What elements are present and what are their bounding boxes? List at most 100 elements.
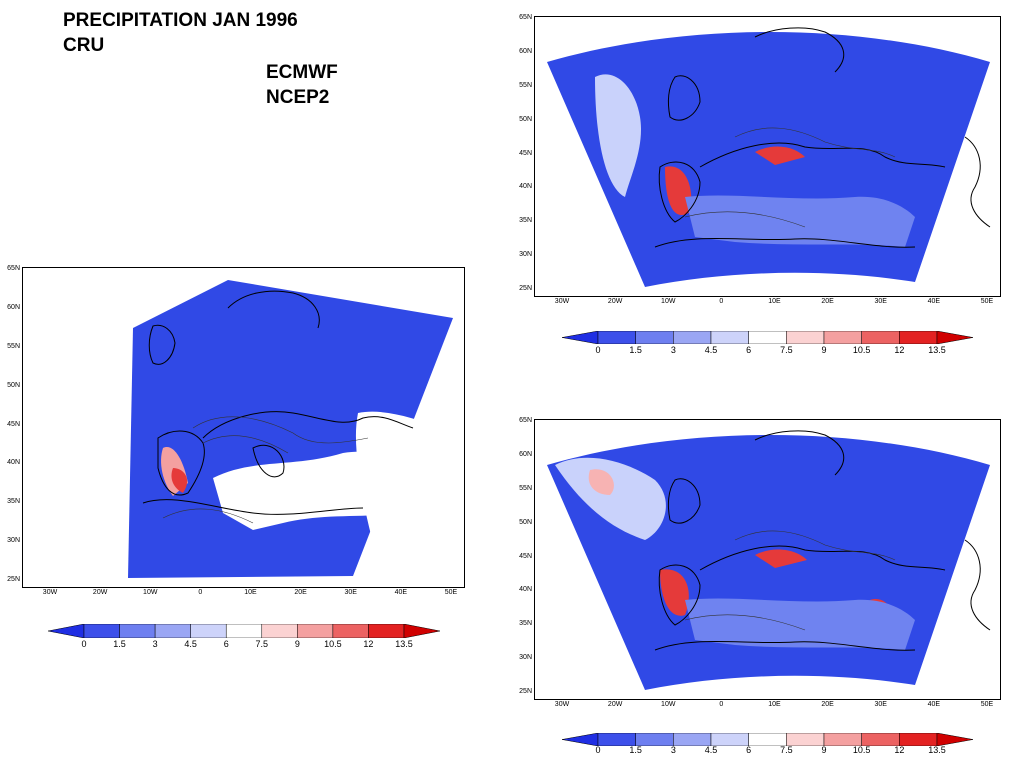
- coast-italy: [252, 445, 285, 478]
- map-cru: [128, 280, 464, 587]
- coast-europe: [202, 411, 414, 439]
- lon-tick-label: 30E: [874, 298, 887, 305]
- model-labels: ECMWF NCEP2: [266, 60, 338, 110]
- lon-tick-label: 40E: [927, 701, 941, 708]
- colorbar-label: 7.5: [780, 745, 793, 755]
- coast-iberia: [157, 430, 205, 496]
- colorbar-segment: [297, 623, 334, 639]
- coast-north-africa: [142, 499, 364, 515]
- lat-tick-label: 55N: [519, 484, 532, 492]
- lat-tick-label: 55N: [7, 342, 20, 350]
- colorbar-label: 9: [821, 345, 827, 355]
- lat-tick-label: 45N: [519, 552, 532, 560]
- colorbar-label: 1.5: [113, 639, 126, 649]
- colorbar-label: 3: [152, 639, 158, 649]
- map-frame-ncep2: [534, 419, 1001, 700]
- precip-peak-iberia: [171, 468, 188, 493]
- colorbar-label: 0: [595, 745, 601, 755]
- coast-europe: [699, 545, 946, 571]
- colorbar-segment: [83, 623, 120, 639]
- colorbar-label: 9: [821, 745, 827, 755]
- lon-tick-label: 10E: [244, 589, 257, 596]
- colorbar-label: 10.5: [852, 745, 871, 755]
- colorbar-svg: [561, 330, 974, 345]
- lat-tick-label: 50N: [7, 381, 20, 389]
- coast-iberia: [658, 161, 701, 223]
- colorbar-label: 1.5: [629, 745, 642, 755]
- coast-north-africa: [654, 238, 916, 248]
- east-land: [355, 411, 464, 587]
- lon-tick-label: 50E: [444, 589, 458, 596]
- colorbar-ncep2: [561, 732, 974, 747]
- coast-britain: [667, 75, 701, 121]
- ncep2-label: NCEP2: [266, 87, 330, 108]
- coast-east: [964, 539, 991, 631]
- colorbar-label: 0: [81, 639, 87, 649]
- lon-tick-label: 20W: [92, 589, 108, 596]
- lon-tick-label: 10W: [143, 589, 158, 596]
- contour-1: [192, 416, 369, 444]
- lon-tick-label: 50E: [980, 701, 994, 708]
- precip-mid-mediterranean: [685, 598, 915, 650]
- coast-north-africa: [654, 641, 916, 651]
- colorbar-label: 10.5: [324, 639, 342, 649]
- lat-tick-label: 40N: [519, 183, 532, 191]
- lon-tick-label: 10W: [661, 701, 676, 708]
- lat-tick-label: 35N: [7, 498, 20, 506]
- lat-tick-label: 30N: [519, 654, 532, 662]
- coast-scandinavia: [754, 27, 845, 73]
- lon-tick-label: 10W: [661, 298, 676, 305]
- colorbar-segment: [823, 330, 862, 345]
- map-ncep2: [547, 430, 991, 690]
- colorbar-label: 12: [894, 345, 905, 355]
- coast-scandinavia: [227, 290, 320, 329]
- lon-tick-label: 30E: [874, 701, 887, 708]
- precip-light-atlantic: [555, 457, 666, 540]
- colorbar-label: 7.5: [255, 639, 269, 649]
- colorbar-segment: [261, 623, 298, 639]
- colorbar-label: 1.5: [629, 345, 642, 355]
- lat-tick-label: 25N: [7, 576, 20, 583]
- coast-scandinavia: [754, 430, 845, 476]
- lat-tick-label: 50N: [519, 115, 532, 123]
- lat-tick-label: 60N: [7, 303, 20, 311]
- colorbar-arrow-left: [561, 330, 599, 345]
- lon-tick-label: 0: [198, 589, 203, 596]
- title-block: PRECIPITATION JAN 1996 CRU: [63, 8, 298, 58]
- map-ecmwf: [547, 27, 991, 287]
- precip-max-iberia: [660, 569, 689, 616]
- colorbar-label: 10.5: [852, 345, 871, 355]
- coast-europe: [699, 142, 946, 168]
- lon-tick-label: 30W: [554, 298, 570, 305]
- lat-tick-label: 30N: [7, 537, 20, 545]
- colorbar-segment: [899, 330, 938, 345]
- lat-tick-label: 25N: [519, 285, 532, 292]
- lon-tick-label: 20W: [607, 701, 623, 708]
- lat-tick-label: 30N: [519, 251, 532, 259]
- colorbar-arrow-left: [47, 623, 85, 639]
- colorbar-label: 12: [894, 745, 905, 755]
- colorbar-label: 7.5: [780, 345, 793, 355]
- lat-tick-label: 50N: [519, 518, 532, 526]
- colorbar-label: 6: [746, 745, 752, 755]
- colorbar-segment: [119, 623, 156, 639]
- colorbar-cru: [47, 623, 441, 639]
- lon-tick-label: 20E: [821, 298, 834, 305]
- lon-tick-label: 30W: [554, 701, 570, 708]
- colorbar-segment: [225, 623, 263, 639]
- lon-tick-label: 0: [719, 701, 724, 708]
- colorbar-segment: [597, 330, 636, 345]
- colorbar-segment: [635, 330, 674, 345]
- colorbar-segment: [368, 623, 405, 639]
- colorbar-label: 12: [363, 639, 374, 649]
- colorbar-ecmwf: [561, 330, 974, 345]
- colorbar-segment: [710, 330, 749, 345]
- precip-mid-mediterranean: [685, 195, 915, 247]
- lon-tick-label: 30E: [344, 589, 357, 596]
- coast-britain: [148, 324, 176, 365]
- colorbar-segment: [673, 330, 712, 345]
- precip-pink-atlantic: [588, 469, 614, 495]
- coast-britain: [667, 478, 701, 524]
- colorbar-segment: [786, 330, 825, 345]
- colorbar-label: 3: [670, 745, 676, 755]
